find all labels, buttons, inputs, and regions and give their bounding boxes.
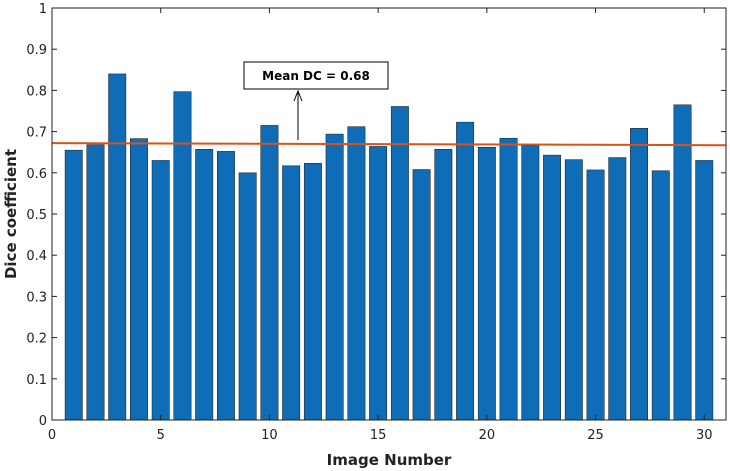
bar-image-3 [108,73,127,421]
bar-image-4 [130,138,148,421]
y-tick-label: 0.1 [26,373,47,388]
bar-image-9 [238,172,257,421]
mean-line [51,142,727,147]
x-tick-label: 15 [370,428,387,443]
bar-image-7 [195,149,214,421]
bar-image-6 [173,91,192,421]
annotation-arrow-head [293,89,303,102]
bar-image-16 [390,106,409,421]
x-tick-label: 20 [479,428,496,443]
x-tick-label: 30 [696,428,713,443]
y-tick-label: 0.8 [26,84,47,99]
bar-image-19 [456,121,475,421]
bar-image-22 [521,145,540,421]
bar-image-30 [695,160,714,421]
y-tick-label: 1 [39,2,47,17]
mean-annotation: Mean DC = 0.68 [243,61,389,140]
bar-image-28 [651,170,670,421]
y-tick-label: 0.6 [26,167,47,182]
y-axis-title: Dice coefficient [2,149,20,279]
bar-image-17 [412,169,431,421]
bar-image-11 [282,165,301,421]
x-tick-label: 25 [587,428,604,443]
bar-image-24 [564,159,583,421]
y-axis-ticks: 0 0.1 0.2 0.3 0.4 0.5 0.6 0.7 0.8 0.9 1 [26,2,726,429]
x-axis-title: Image Number [327,451,452,469]
bar-image-5 [151,160,170,421]
bar-image-2 [86,144,105,421]
bar-image-13 [325,133,344,421]
y-tick-label: 0.2 [26,332,47,347]
bar-image-1 [64,149,83,421]
bars-group [64,73,714,421]
y-tick-label: 0.4 [26,249,47,264]
bar-image-21 [499,137,518,421]
x-tick-label: 0 [48,428,56,443]
y-tick-label: 0.5 [26,208,47,223]
bar-image-18 [434,149,453,421]
bar-image-27 [630,128,648,421]
x-axis-ticks: 0 5 10 15 20 25 30 [48,8,713,443]
bar-image-15 [369,146,388,421]
y-tick-label: 0 [39,414,47,429]
bar-image-29 [673,104,692,421]
bar-image-23 [543,154,562,421]
mean-line-group [51,142,727,147]
bar-image-25 [586,169,605,421]
bar-image-14 [347,126,366,421]
x-tick-label: 10 [261,428,278,443]
annotation-text: Mean DC = 0.68 [262,69,370,83]
annotation-box [243,61,389,90]
bar-image-20 [477,147,496,421]
x-tick-label: 5 [157,428,165,443]
bar-image-8 [216,151,235,421]
bar-image-12 [303,163,322,421]
y-tick-label: 0.3 [26,290,47,305]
bar-image-26 [608,157,627,421]
bar-image-10 [260,125,279,421]
y-tick-label: 0.9 [26,43,47,58]
y-tick-label: 0.7 [26,126,47,141]
